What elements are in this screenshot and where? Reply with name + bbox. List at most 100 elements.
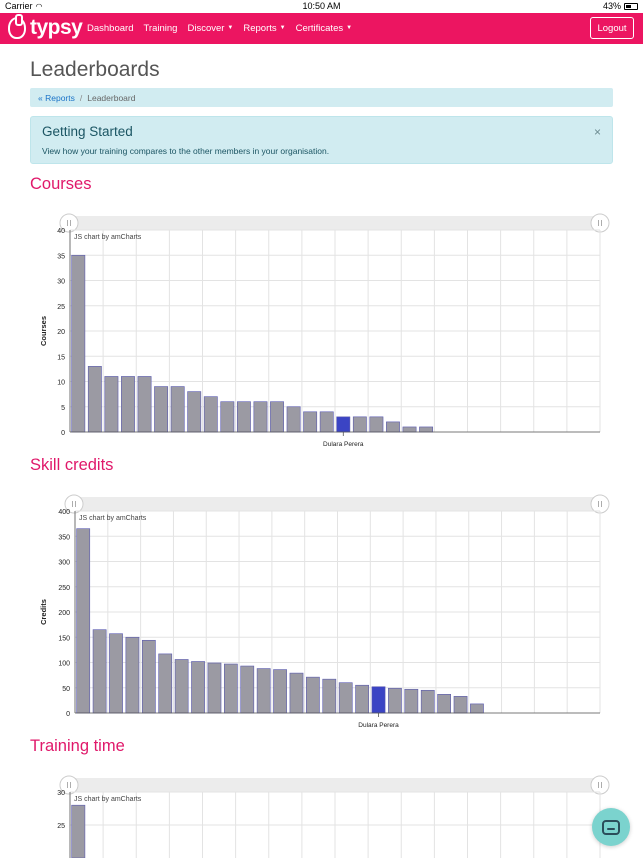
nav-dashboard[interactable]: Dashboard <box>87 23 134 34</box>
chart-bar[interactable] <box>352 416 367 433</box>
chart-bar[interactable] <box>92 629 107 714</box>
logout-button[interactable]: Logout <box>590 17 634 39</box>
chart-bar[interactable] <box>273 669 287 714</box>
chart-bar[interactable] <box>223 663 238 714</box>
y-tick-label: 20 <box>57 329 65 336</box>
chart-bar[interactable] <box>137 376 152 433</box>
chart-bar[interactable] <box>220 401 235 433</box>
chart-bar[interactable] <box>355 684 369 714</box>
chart-bar[interactable] <box>71 254 86 433</box>
chart-bar[interactable] <box>125 636 140 714</box>
breadcrumb-reports-link[interactable]: « Reports <box>38 92 75 103</box>
chart-bar[interactable] <box>203 396 218 433</box>
chart-bar[interactable] <box>388 687 402 714</box>
chart-bar[interactable] <box>369 416 384 433</box>
y-axis-label: Credits <box>39 599 48 625</box>
skill-credits-heading: Skill credits <box>30 456 114 474</box>
chart-bar-highlighted[interactable] <box>336 416 351 433</box>
training-time-chart: 25 30 JS chart by amCharts <box>30 775 613 858</box>
chart-bar[interactable] <box>121 376 135 433</box>
chart-scrollbar[interactable] <box>68 778 602 792</box>
status-bar: Carrier ◠ 10:50 AM 43% <box>0 0 643 13</box>
getting-started-alert: Getting Started View how your training c… <box>30 116 613 164</box>
amcharts-credit[interactable]: JS chart by amCharts <box>79 515 147 522</box>
close-icon[interactable]: × <box>593 125 601 139</box>
chart-bar[interactable] <box>404 688 419 714</box>
chart-bar[interactable] <box>109 633 123 714</box>
amcharts-credit[interactable]: JS chart by amCharts <box>74 796 142 803</box>
alert-title: Getting Started <box>42 124 133 139</box>
chart-bar[interactable] <box>158 653 173 714</box>
chart-bar[interactable] <box>240 665 255 714</box>
chart-bar[interactable] <box>470 703 484 714</box>
chart-bar[interactable] <box>104 376 119 433</box>
chart-bar[interactable] <box>402 426 417 433</box>
chart-bar[interactable] <box>253 401 268 433</box>
chart-bar[interactable] <box>191 661 205 714</box>
chart-bar-highlighted[interactable] <box>371 686 386 714</box>
caret-down-icon: ▼ <box>227 25 234 32</box>
battery-indicator: 43% <box>603 1 638 11</box>
alert-text: View how your training compares to the o… <box>42 146 330 156</box>
chart-bar[interactable] <box>319 411 334 433</box>
chart-bar[interactable] <box>256 668 271 714</box>
logo-text: typsy <box>30 16 83 39</box>
chart-bar[interactable] <box>289 672 304 714</box>
skill-credits-chart: 0 50 100 150 200 250 300 350 400 JS chart by amCh… <box>30 494 613 734</box>
typsy-logo[interactable]: typsy <box>8 14 83 40</box>
chart-bar[interactable] <box>322 678 337 714</box>
chart-bar[interactable] <box>286 406 301 433</box>
y-tick-label: 35 <box>57 253 65 260</box>
chart-bar[interactable] <box>386 421 400 433</box>
nav-reports[interactable]: Reports ▼ <box>243 23 286 34</box>
courses-chart: 0 5 10 15 20 25 30 35 40 JS chart by amCharts Cour… <box>30 213 613 453</box>
chart-bar[interactable] <box>306 676 320 714</box>
chart-bar[interactable] <box>303 411 318 433</box>
battery-icon <box>624 2 638 10</box>
carrier-label: Carrier ◠ <box>5 1 43 11</box>
x-category-label: Dulara Perera <box>323 441 364 448</box>
chart-bar[interactable] <box>207 662 222 714</box>
y-tick-label: 50 <box>62 686 70 693</box>
chart-bar[interactable] <box>174 659 189 714</box>
scrollbar-handle-right[interactable] <box>590 213 610 233</box>
chart-bar[interactable] <box>76 528 91 714</box>
scrollbar-handle-left[interactable] <box>59 775 79 795</box>
chart-bar[interactable] <box>154 386 169 433</box>
chart-bar[interactable] <box>453 696 468 714</box>
y-tick-label: 300 <box>58 560 70 567</box>
nav-discover[interactable]: Discover ▼ <box>187 23 234 34</box>
chart-bar[interactable] <box>71 804 86 858</box>
y-tick-label: 250 <box>58 585 70 592</box>
y-tick-label: 30 <box>57 279 65 286</box>
chart-bar[interactable] <box>141 639 156 714</box>
y-tick-label: 400 <box>58 509 70 516</box>
chart-bar[interactable] <box>338 682 353 714</box>
scrollbar-handle-right[interactable] <box>590 775 610 795</box>
breadcrumb: « Reports / Leaderboard <box>30 88 613 107</box>
chart-bar[interactable] <box>236 401 251 433</box>
chart-bar[interactable] <box>270 401 284 433</box>
chart-scrollbar[interactable] <box>73 497 602 511</box>
chart-bar[interactable] <box>419 426 434 433</box>
chart-bar[interactable] <box>170 386 185 433</box>
chart-bar[interactable] <box>87 366 102 433</box>
nav-training[interactable]: Training <box>143 23 178 34</box>
scrollbar-handle-left[interactable] <box>59 213 79 233</box>
chart-bar[interactable] <box>187 391 202 433</box>
nav-links: Dashboard Training Discover ▼ Reports ▼ Ce… <box>87 13 362 44</box>
nav-certificates[interactable]: Certificates ▼ <box>295 23 353 34</box>
chart-bar[interactable] <box>420 689 435 714</box>
chart-svg: 25 30 JS chart by amCharts <box>57 775 610 858</box>
amcharts-credit[interactable]: JS chart by amCharts <box>74 234 142 241</box>
scrollbar-handle-right[interactable] <box>590 494 610 514</box>
chat-button[interactable] <box>592 808 630 846</box>
chat-icon <box>602 819 620 835</box>
training-time-heading: Training time <box>30 737 125 755</box>
y-tick-label: 30 <box>57 790 65 797</box>
chart-bar[interactable] <box>437 694 452 714</box>
y-tick-label: 100 <box>58 661 70 668</box>
scrollbar-handle-left[interactable] <box>64 494 84 514</box>
chart-scrollbar[interactable] <box>68 216 602 230</box>
y-tick-label: 25 <box>57 823 65 830</box>
